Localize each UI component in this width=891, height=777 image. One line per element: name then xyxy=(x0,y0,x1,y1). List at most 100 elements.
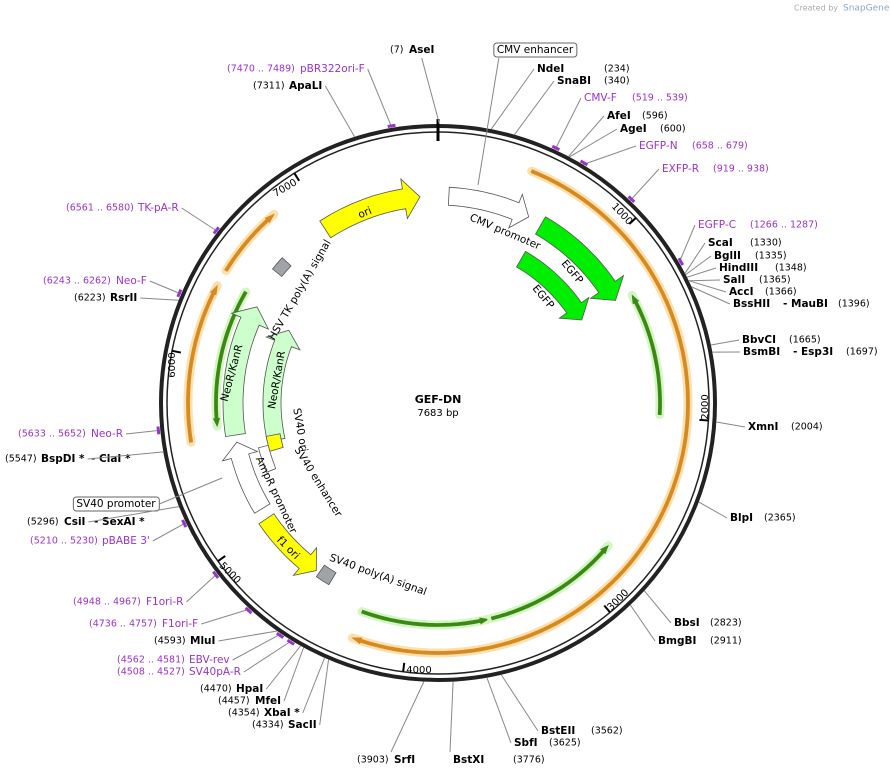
enzyme-name: MfeI xyxy=(255,695,281,707)
primer-name: pBABE 3' xyxy=(102,535,150,547)
leader-line xyxy=(685,255,712,276)
primer-range: (6561 .. 6580) xyxy=(66,203,134,214)
feature-arrow xyxy=(271,257,292,278)
enzyme-name: BglII xyxy=(714,250,741,262)
leader-line xyxy=(149,280,182,295)
enzyme-name: AfeI xyxy=(607,110,631,122)
leader-line xyxy=(698,501,728,519)
enzyme-name: BmgBI xyxy=(658,635,696,647)
enzyme-position: (600) xyxy=(660,124,686,135)
leader-line xyxy=(449,681,454,753)
enzyme-name: MluI xyxy=(190,635,215,647)
enzyme-name: HindIII xyxy=(719,262,758,274)
enzyme-position: (1697) xyxy=(846,347,878,358)
feature-label: SV40 enhancer xyxy=(292,445,345,520)
enzyme-name: AccI xyxy=(729,286,753,298)
primer-name: EXFP-R xyxy=(662,163,699,175)
feature-arrow xyxy=(534,216,625,301)
feature-arrow xyxy=(258,444,277,473)
enzyme-position: (2004) xyxy=(791,422,823,433)
enzyme-name: CsiI xyxy=(64,516,85,528)
primer-range: (4948 .. 4967) xyxy=(73,597,141,608)
enzyme-name: XmnI xyxy=(748,421,778,433)
primer-name: pBR322ori-F xyxy=(300,63,365,75)
leader-line xyxy=(678,224,696,263)
feature-label: CMV promoter xyxy=(468,212,543,253)
enzyme-position: (7311) xyxy=(253,81,285,92)
feature-label: ori xyxy=(356,205,373,221)
leader-line xyxy=(302,657,325,714)
scale-label: 4000 xyxy=(406,665,431,676)
leader-line xyxy=(283,647,305,702)
feature-label: SV40 poly(A) signal xyxy=(328,552,428,598)
primer-name: F1ori-F xyxy=(162,618,198,630)
leader-line xyxy=(486,677,512,744)
primer-site xyxy=(212,570,220,579)
enzyme-name: ApaLI xyxy=(289,80,322,92)
feature-arrow xyxy=(222,306,270,438)
primer-range: (7470 .. 7489) xyxy=(227,64,295,75)
enzyme-position: (4334) xyxy=(252,720,284,731)
primer-name: Neo-F xyxy=(116,275,147,287)
leader-line xyxy=(554,97,582,150)
enzyme-name: BstXI xyxy=(453,754,484,766)
leader-line xyxy=(88,506,180,523)
leader-line xyxy=(125,429,161,435)
primer-site xyxy=(627,195,636,203)
primer-site xyxy=(176,289,183,298)
leader-line xyxy=(688,279,721,282)
leader-line xyxy=(243,640,293,673)
primer-name: EGFP-N xyxy=(639,140,678,152)
binding-track xyxy=(212,290,248,428)
leader-line xyxy=(477,57,500,186)
enzyme-position: (1365) xyxy=(759,275,791,286)
enzyme-position: (1366) xyxy=(765,287,797,298)
primer-range: (6243 .. 6262) xyxy=(43,276,111,287)
enzyme-name: SacII xyxy=(288,719,317,731)
enzyme-name: AseI xyxy=(409,44,434,56)
enzyme-isoschizomer: - MauBI xyxy=(783,298,828,310)
primer-range: (5633 .. 5652) xyxy=(18,429,86,440)
credit-brand: SnapGene xyxy=(843,4,890,14)
feature-label: HSV TK poly(A) signal xyxy=(266,238,333,342)
primer-name: EBV-rev xyxy=(189,654,230,666)
leader-line xyxy=(186,573,218,603)
primer-range: (919 .. 938) xyxy=(713,164,769,175)
enzyme-name: ScaI xyxy=(708,237,733,249)
enzyme-name: SalI xyxy=(723,274,745,286)
primer-range: (4508 .. 4527) xyxy=(117,667,185,678)
enzyme-position: (4354) xyxy=(228,708,260,719)
leader-line xyxy=(688,280,727,293)
enzyme-name: BstEII xyxy=(541,725,575,737)
primer-site xyxy=(387,123,396,129)
binding-track xyxy=(361,609,489,627)
scale-tick xyxy=(217,555,226,562)
enzyme-position: (3776) xyxy=(513,755,545,766)
primer-range: (4736 .. 4757) xyxy=(89,619,157,630)
leader-line xyxy=(218,630,278,642)
leader-line xyxy=(684,242,706,274)
scale-tick xyxy=(171,349,182,354)
enzyme-position: (596) xyxy=(642,111,668,122)
leader-line xyxy=(87,451,164,460)
scale-tick xyxy=(293,172,301,182)
enzyme-position: (6223) xyxy=(74,293,106,304)
enzyme-position: (2365) xyxy=(764,513,796,524)
leader-line xyxy=(716,421,746,428)
leader-line xyxy=(201,608,251,625)
primer-range: (1266 .. 1287) xyxy=(750,220,818,231)
primer-site xyxy=(156,426,161,435)
enzyme-position: (3903) xyxy=(357,755,389,766)
leader-line xyxy=(232,633,282,661)
primer-site xyxy=(677,257,685,266)
primer-name: SV40pA-R xyxy=(189,666,241,678)
enzyme-isoschizomer: - Esp3I xyxy=(793,346,833,358)
primer-name: CMV-F xyxy=(584,92,617,104)
leader-line xyxy=(140,297,179,301)
primer-name: EGFP-C xyxy=(698,219,736,231)
scale-tick xyxy=(402,662,406,672)
binding-track xyxy=(224,213,275,272)
primer-site xyxy=(244,606,253,615)
primer-site xyxy=(579,159,589,167)
